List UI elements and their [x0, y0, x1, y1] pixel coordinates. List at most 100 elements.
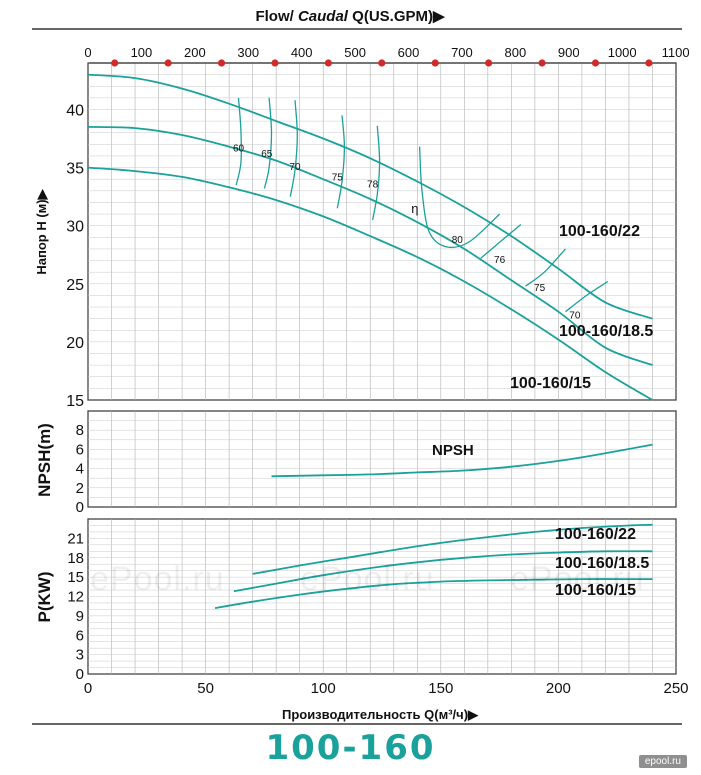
- power-ylabel: P(KW): [35, 572, 54, 623]
- efficiency-label: 76: [494, 255, 506, 266]
- power-ytick-label: 21: [67, 530, 84, 547]
- efficiency-label: 78: [367, 179, 379, 190]
- head-ytick-label: 20: [66, 335, 84, 352]
- xtick-label: 200: [546, 680, 571, 697]
- head-ytick-label: 35: [66, 161, 84, 178]
- efficiency-contour: [480, 223, 522, 259]
- xaxis-title-part: Производительность Q(м³/ч): [282, 707, 468, 722]
- efficiency-contour: [525, 248, 566, 287]
- power-curve-0: [252, 523, 653, 575]
- power-series-label: 100-160/22: [555, 526, 636, 543]
- top-axis-marker: [164, 59, 172, 67]
- head-ylabel: Напор Н (м)▶: [34, 188, 49, 274]
- xtick-label: 0: [84, 680, 92, 697]
- xaxis-title-part: ▶: [467, 707, 479, 722]
- top-axis-title-part: ▶: [432, 8, 446, 25]
- watermark-text: ePool.ru: [510, 560, 645, 598]
- top-tick-label: 600: [398, 45, 420, 60]
- efficiency-label: 80: [452, 235, 464, 246]
- xtick-label: 150: [428, 680, 453, 697]
- top-tick-label: 200: [184, 45, 206, 60]
- efficiency-contour: [565, 280, 609, 313]
- head-curve-2: [87, 166, 653, 401]
- power-ytick-label: 3: [76, 647, 84, 664]
- xtick-label: 250: [663, 680, 688, 697]
- head-curve-0: [87, 73, 653, 320]
- power-ytick-label: 0: [76, 666, 84, 683]
- head-ytick-label: 15: [66, 393, 84, 410]
- top-tick-label: 400: [291, 45, 313, 60]
- head-series-label: 100-160/15: [510, 375, 591, 392]
- top-axis-marker: [324, 59, 332, 67]
- head-ylabel-part: Напор Н (м): [34, 199, 49, 274]
- efficiency-contour: [263, 97, 273, 189]
- watermark-text: ePool.ru: [90, 560, 225, 598]
- npsh-ytick-label: 4: [76, 461, 84, 478]
- top-axis-marker: [431, 59, 439, 67]
- top-axis-title: Flow/ Caudal Q(US.GPM)▶: [255, 8, 446, 25]
- top-tick-label: 900: [558, 45, 580, 60]
- power-ytick-label: 12: [67, 589, 84, 606]
- efficiency-label: 70: [569, 311, 581, 322]
- efficiency-label: 75: [534, 283, 546, 294]
- npsh-ytick-label: 8: [76, 422, 84, 439]
- top-tick-label: 300: [237, 45, 259, 60]
- power-ytick-label: 18: [67, 550, 84, 567]
- power-ytick-label: 9: [76, 608, 84, 625]
- watermark-text: ePool.ru: [300, 560, 435, 598]
- efficiency-contour: [418, 146, 501, 249]
- top-axis-marker: [111, 59, 119, 67]
- npsh-ylabel-part: NPSH(m): [35, 423, 54, 497]
- top-tick-label: 500: [344, 45, 366, 60]
- model-title: 100-160: [265, 728, 436, 768]
- efficiency-label: 65: [261, 149, 273, 160]
- top-axis-title-part: Q(US.GPM): [348, 8, 433, 25]
- head-curve-1: [87, 126, 653, 366]
- npsh-ytick-label: 6: [76, 441, 84, 458]
- head-series-label: 100-160/22: [559, 223, 640, 240]
- site-badge: epool.ru: [638, 755, 687, 768]
- xtick-label: 100: [311, 680, 336, 697]
- xaxis-title: Производительность Q(м³/ч)▶: [282, 707, 479, 722]
- head-series-label: 100-160/18.5: [559, 323, 653, 340]
- efficiency-label: 75: [332, 172, 344, 183]
- power-curve-2: [214, 578, 653, 609]
- power-series-label: 100-160/18.5: [555, 555, 649, 572]
- power-series-label: 100-160/15: [555, 582, 636, 599]
- efficiency-label: 70: [289, 162, 301, 173]
- efficiency-contour: [336, 115, 346, 209]
- head-ytick-label: 25: [66, 277, 84, 294]
- top-axis-marker: [591, 59, 600, 67]
- power-ylabel-part: P(KW): [35, 572, 54, 623]
- top-axis-marker: [538, 59, 546, 67]
- top-axis-title-part: Flow/: [255, 8, 298, 25]
- efficiency-contour: [371, 125, 381, 221]
- head-ytick-label: 40: [66, 102, 84, 119]
- npsh-curve: [271, 443, 653, 478]
- npsh-ylabel: NPSH(m): [35, 423, 54, 497]
- power-ytick-label: 15: [67, 569, 84, 586]
- efficiency-label: 60: [233, 143, 245, 154]
- npsh-ytick-label: 2: [76, 480, 84, 497]
- top-axis-marker: [485, 59, 493, 67]
- top-tick-label: 0: [84, 45, 91, 60]
- top-tick-label: 100: [131, 45, 153, 60]
- top-tick-label: 1000: [608, 45, 637, 60]
- top-tick-label: 700: [451, 45, 473, 60]
- power-curve-1: [233, 550, 653, 593]
- top-axis-marker: [271, 59, 279, 67]
- npsh-series-label: NPSH: [432, 442, 474, 459]
- top-tick-label: 1100: [662, 45, 690, 60]
- top-axis-marker: [217, 59, 226, 67]
- npsh-ytick-label: 0: [76, 499, 84, 516]
- top-axis-title-part: Caudal: [298, 8, 349, 25]
- top-axis-marker: [645, 59, 653, 67]
- xtick-label: 50: [197, 680, 214, 697]
- efficiency-contour: [235, 97, 243, 186]
- top-axis-marker: [378, 59, 386, 67]
- efficiency-contour: [289, 100, 298, 197]
- power-ytick-label: 6: [76, 627, 84, 644]
- head-ylabel-part: ▶: [34, 188, 49, 200]
- efficiency-label: η: [411, 201, 418, 216]
